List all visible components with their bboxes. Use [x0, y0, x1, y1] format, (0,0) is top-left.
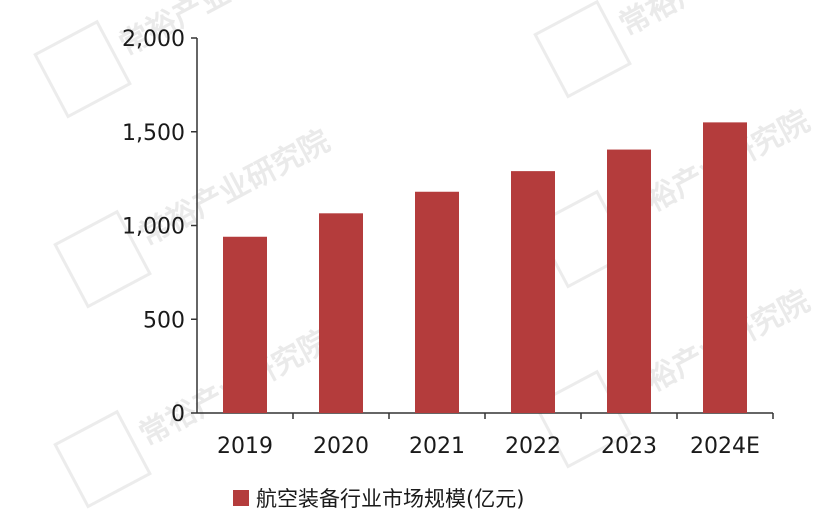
y-axis-tick-label: 2,000	[122, 27, 185, 52]
legend-label: 航空装备行业市场规模(亿元)	[256, 487, 524, 511]
bar-2021	[415, 191, 459, 413]
x-axis-tick-label: 2023	[601, 434, 657, 459]
x-axis-tick-label: 2019	[217, 434, 273, 459]
watermark-text: 常裕产业研究院	[614, 0, 816, 43]
bar-2023	[607, 149, 651, 413]
legend-swatch	[233, 490, 249, 506]
x-axis-tick-label: 2024E	[690, 434, 760, 459]
x-axis-tick-label: 2022	[505, 434, 561, 459]
x-axis-tick-label: 2020	[313, 434, 369, 459]
x-axis-tick-label: 2021	[409, 434, 465, 459]
watermark: 常裕产业研究院	[53, 324, 336, 509]
watermark: 常裕产业研究院	[53, 124, 336, 309]
y-axis-tick-labels: 0 500 1,000 1,500 2,000	[122, 27, 185, 427]
y-axis-tick-label: 500	[143, 308, 185, 333]
watermark: 常裕产业研究院	[533, 0, 816, 99]
bar-series	[223, 122, 747, 413]
bar-2024E	[703, 122, 747, 413]
watermark: 常裕产业研究院	[533, 284, 816, 469]
watermark: 常裕产业研究院	[33, 0, 316, 119]
y-axis-tick-label: 1,500	[122, 121, 185, 146]
legend: 航空装备行业市场规模(亿元)	[233, 487, 524, 511]
watermark: 常裕产业研究院	[533, 104, 816, 289]
watermark-logo-icon	[533, 0, 632, 99]
y-axis-tick-label: 1,000	[122, 215, 185, 240]
watermark-logo-icon	[53, 409, 152, 509]
bar-2022	[511, 171, 555, 413]
x-axis-tick-labels: 2019 2020 2021 2022 2023 2024E	[217, 434, 760, 459]
watermark-logo-icon	[53, 209, 152, 309]
bar-2019	[223, 236, 267, 413]
bar-2020	[319, 213, 363, 413]
watermark-logo-icon	[33, 19, 132, 119]
y-axis-tick-label: 0	[171, 402, 185, 427]
chart-axes	[191, 37, 774, 419]
